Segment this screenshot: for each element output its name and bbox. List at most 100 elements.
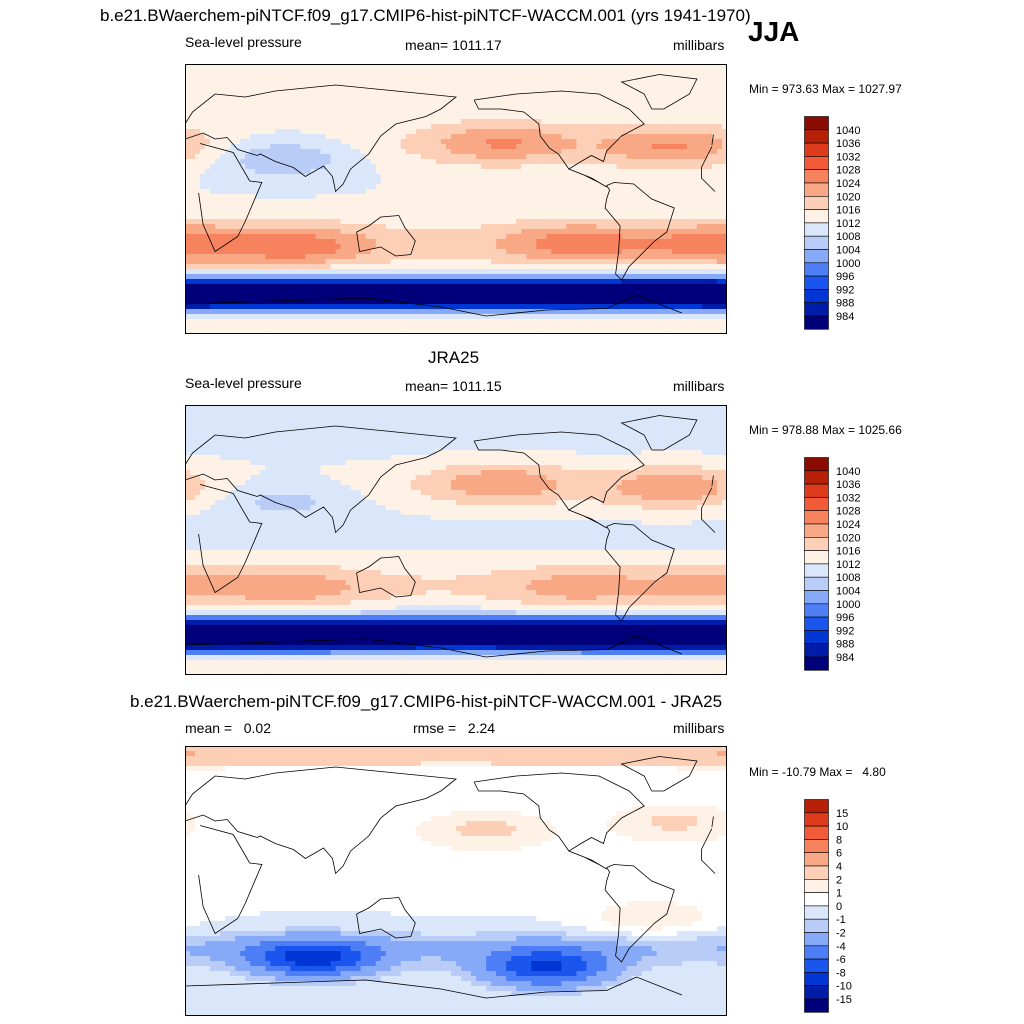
colorbar-swatch	[804, 302, 829, 317]
colorbar-tick-label: 15	[836, 808, 848, 820]
colorbar-swatch	[804, 470, 829, 485]
panel2-minmax: Min = 978.88 Max = 1025.66	[749, 423, 902, 437]
colorbar-swatch	[804, 799, 829, 814]
colorbar-tick-label: 1036	[836, 138, 860, 150]
colorbar-tick-label: 1040	[836, 125, 860, 137]
colorbar-swatch	[804, 643, 829, 658]
panel2-units-label: millibars	[673, 378, 725, 394]
colorbar-tick-label: 1012	[836, 218, 860, 230]
panel3-units-label: millibars	[673, 720, 725, 736]
colorbar-tick-label: 1012	[836, 559, 860, 571]
colorbar-tick-label: 1016	[836, 546, 860, 558]
colorbar-swatch	[804, 275, 829, 290]
colorbar-swatch	[804, 812, 829, 827]
colorbar-swatch	[804, 235, 829, 250]
colorbar-tick-label: 984	[836, 652, 854, 664]
colorbar-tick-label: 988	[836, 639, 854, 651]
colorbar-tick-label: 1028	[836, 165, 860, 177]
panel3-map-svg	[185, 746, 727, 1016]
colorbar-swatch	[804, 315, 829, 330]
coastline	[185, 756, 716, 999]
colorbar-tick-label: 992	[836, 625, 854, 637]
colorbar-swatch	[804, 958, 829, 973]
colorbar-tick-label: 992	[836, 284, 854, 296]
panel2-title: JRA25	[428, 348, 480, 367]
colorbar-tick-label: 1028	[836, 506, 860, 518]
panel3-map	[185, 746, 727, 1016]
colorbar-tick-label: 1008	[836, 231, 860, 243]
colorbar-swatch	[804, 656, 829, 671]
colorbar-swatch	[804, 852, 829, 867]
colorbar-tick-label: 1032	[836, 492, 860, 504]
colorbar-tick-label: 984	[836, 311, 854, 323]
colorbar-tick-label: 1020	[836, 532, 860, 544]
colorbar-swatch	[804, 918, 829, 933]
coastline	[185, 415, 716, 658]
colorbar-tick-label: 1032	[836, 151, 860, 163]
colorbar-swatch	[804, 932, 829, 947]
colorbar-tick-label: 1000	[836, 258, 860, 270]
colorbar-tick-label: -10	[836, 981, 852, 993]
colorbar-tick-label: -1	[836, 914, 846, 926]
colorbar-swatch	[804, 169, 829, 184]
colorbar-tick-label: 1008	[836, 572, 860, 584]
colorbar-swatch	[804, 879, 829, 893]
panel2-variable-label: Sea-level pressure	[185, 375, 302, 391]
colorbar-swatch	[804, 630, 829, 644]
panel2-mean-label: mean= 1011.15	[405, 378, 502, 394]
colorbar-swatch	[804, 156, 829, 171]
panel2-map	[185, 405, 727, 675]
colorbar-tick-label: 0	[836, 901, 842, 913]
colorbar-swatch	[804, 510, 829, 525]
map-frame	[185, 746, 727, 1016]
panel3-rmse-label: rmse = 2.24	[413, 720, 496, 736]
colorbar-swatch	[804, 116, 829, 131]
panel1-colorbar: 1040 1036 1032 1028 1024 1020 1016 1012 1008 1004…	[804, 116, 884, 331]
colorbar-tick-label: -4	[836, 941, 846, 953]
colorbar-swatch	[804, 616, 829, 631]
colorbar-swatch	[804, 457, 829, 472]
colorbar-tick-label: 6	[836, 848, 842, 860]
colorbar-tick-label: 2	[836, 874, 842, 886]
colorbar-tick-label: 1004	[836, 245, 860, 257]
colorbar-swatch	[804, 603, 829, 618]
colorbar-swatch	[804, 222, 829, 237]
colorbar-swatch	[804, 523, 829, 538]
colorbar-swatch	[804, 865, 829, 880]
panel3-minmax: Min = -10.79 Max = 4.80	[749, 765, 886, 779]
map-frame	[185, 64, 727, 334]
colorbar-tick-label: 1024	[836, 519, 860, 531]
colorbar-tick-label: 996	[836, 612, 854, 624]
colorbar-swatch	[804, 537, 829, 551]
colorbar-tick-label: 1004	[836, 586, 860, 598]
colorbar-tick-label: 996	[836, 271, 854, 283]
colorbar-tick-label: -6	[836, 954, 846, 966]
panel3-colorbar: 15 10 8 6 4 2 1 0 -1 -2 -4 -6 -8 -10 -15	[804, 799, 884, 1014]
colorbar-swatch	[804, 576, 829, 591]
colorbar-swatch	[804, 839, 829, 854]
colorbar-swatch	[804, 972, 829, 986]
panel1-minmax: Min = 973.63 Max = 1027.97	[749, 82, 902, 96]
panel1-map-svg	[185, 64, 727, 334]
colorbar-tick-label: 988	[836, 298, 854, 310]
colorbar-tick-label: 1024	[836, 178, 860, 190]
panel3-mean-label: mean = 0.02	[185, 720, 272, 736]
colorbar-tick-label: 1000	[836, 599, 860, 611]
colorbar-swatch	[804, 563, 829, 578]
colorbar-tick-label: 10	[836, 821, 848, 833]
colorbar-tick-label: 1020	[836, 191, 860, 203]
colorbar-swatch	[804, 892, 829, 907]
panel1-variable-label: Sea-level pressure	[185, 34, 302, 50]
colorbar-tick-label: 1016	[836, 205, 860, 217]
colorbar-tick-label: -8	[836, 967, 846, 979]
colorbar-swatch	[804, 497, 829, 512]
colorbar-tick-label: 1036	[836, 479, 860, 491]
panel2-map-svg	[185, 405, 727, 675]
panel1-map	[185, 64, 727, 334]
panel2-colorbar: 1040 1036 1032 1028 1024 1020 1016 1012 1008 1004…	[804, 457, 884, 672]
colorbar-swatch	[804, 945, 829, 960]
colorbar-swatch	[804, 825, 829, 840]
